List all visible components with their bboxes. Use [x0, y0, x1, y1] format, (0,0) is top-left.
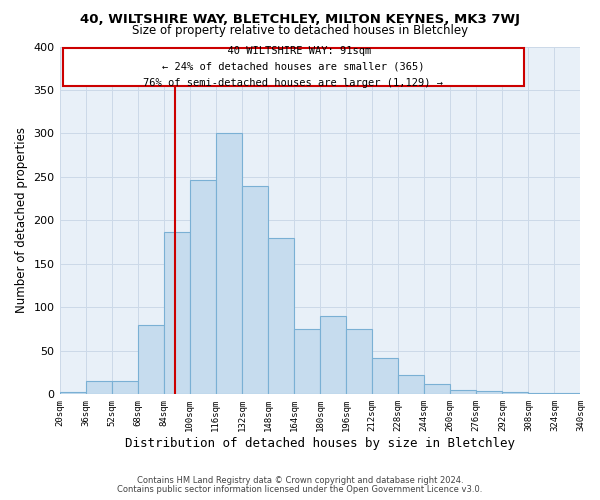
X-axis label: Distribution of detached houses by size in Bletchley: Distribution of detached houses by size … — [125, 437, 515, 450]
Bar — [164, 232, 190, 394]
Bar — [372, 358, 398, 395]
Bar — [112, 382, 137, 394]
Bar — [346, 329, 372, 394]
Text: 40, WILTSHIRE WAY, BLETCHLEY, MILTON KEYNES, MK3 7WJ: 40, WILTSHIRE WAY, BLETCHLEY, MILTON KEY… — [80, 12, 520, 26]
Bar — [59, 392, 86, 394]
Bar — [242, 186, 268, 394]
FancyBboxPatch shape — [63, 48, 524, 86]
Bar — [320, 316, 346, 394]
Y-axis label: Number of detached properties: Number of detached properties — [15, 128, 28, 314]
Text: 40 WILTSHIRE WAY: 91sqm
← 24% of detached houses are smaller (365)
76% of semi-d: 40 WILTSHIRE WAY: 91sqm ← 24% of detache… — [143, 46, 443, 88]
Bar — [86, 382, 112, 394]
Bar — [424, 384, 450, 394]
Bar — [294, 329, 320, 394]
Bar — [450, 390, 476, 394]
Bar — [476, 391, 502, 394]
Bar — [554, 392, 581, 394]
Bar — [268, 238, 294, 394]
Bar — [216, 134, 242, 394]
Text: Size of property relative to detached houses in Bletchley: Size of property relative to detached ho… — [132, 24, 468, 37]
Bar — [137, 325, 164, 394]
Bar — [398, 375, 424, 394]
Bar — [529, 392, 554, 394]
Bar — [502, 392, 529, 394]
Text: Contains public sector information licensed under the Open Government Licence v3: Contains public sector information licen… — [118, 484, 482, 494]
Text: Contains HM Land Registry data © Crown copyright and database right 2024.: Contains HM Land Registry data © Crown c… — [137, 476, 463, 485]
Bar — [190, 180, 216, 394]
